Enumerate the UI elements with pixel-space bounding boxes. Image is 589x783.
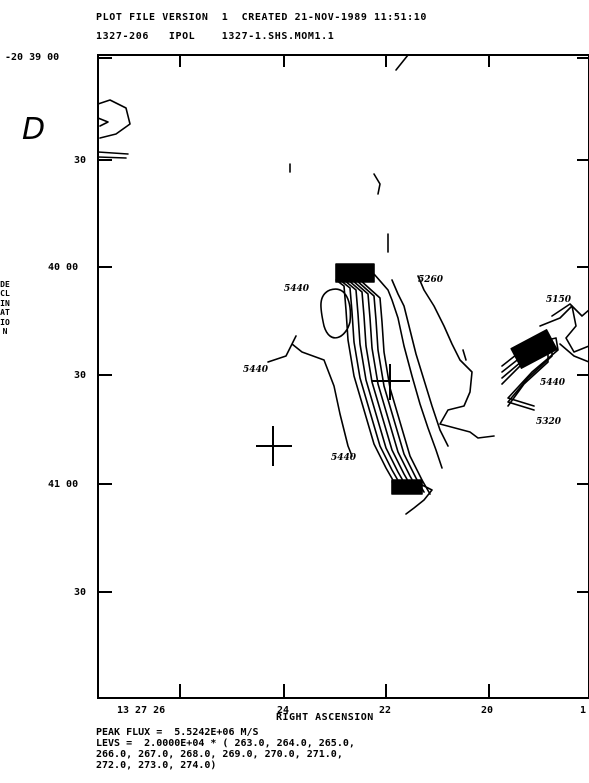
peak-flux-text: PEAK FLUX = 5.5242E+06 M/S xyxy=(96,727,259,738)
x-tick-label: 1 xyxy=(580,705,586,716)
y-tick-label: 30 xyxy=(74,370,86,381)
plot-frame xyxy=(97,54,589,699)
x-tick-label: 24 xyxy=(277,705,289,716)
x-tick-label: 13 27 26 xyxy=(117,705,165,716)
y-axis-ticks xyxy=(98,57,589,593)
contour-label: 5440 xyxy=(331,453,357,463)
contour-label: 5260 xyxy=(418,275,444,285)
y-tick-label: 41 00 xyxy=(48,479,78,490)
y-axis-label: DECLINATION xyxy=(0,280,10,337)
cross-marker-2 xyxy=(372,364,410,400)
plot-header-line-1: PLOT FILE VERSION 1 CREATED 21-NOV-1989 … xyxy=(96,12,428,23)
levels-text-line-2: 266.0, 267.0, 268.0, 269.0, 270.0, 271.0… xyxy=(96,749,343,760)
y-tick-label: 30 xyxy=(74,155,86,166)
y-tick-label: 40 00 xyxy=(48,262,78,273)
x-tick-label: 20 xyxy=(481,705,493,716)
y-tick-label: -20 39 00 xyxy=(5,52,59,63)
x-tick-label: 22 xyxy=(379,705,391,716)
x-axis-ticks xyxy=(179,55,490,698)
plot-header-line-2: 1327-206 IPOL 1327-1.SHS.MOM1.1 xyxy=(96,31,335,42)
y-tick-label: 30 xyxy=(74,587,86,598)
contour-label: 5440 xyxy=(243,365,269,375)
x-axis-label: RIGHT ASCENSION xyxy=(276,712,374,723)
cross-marker-1 xyxy=(256,426,292,466)
contour-label: 5440 xyxy=(284,284,310,294)
levels-text-line-3: 272.0, 273.0, 274.0) xyxy=(96,760,217,771)
contour-label: 5150 xyxy=(546,295,572,305)
contour-label: 5440 xyxy=(540,378,566,388)
levels-text-line-1: LEVS = 2.0000E+04 * ( 263.0, 264.0, 265.… xyxy=(96,738,355,749)
position-markers xyxy=(256,364,410,466)
panel-label: D xyxy=(22,112,46,147)
contour-lines xyxy=(97,54,589,515)
contour-label: 5320 xyxy=(536,417,562,427)
